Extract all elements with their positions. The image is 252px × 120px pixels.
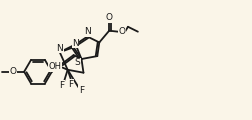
Text: F: F — [68, 80, 73, 89]
Text: N: N — [72, 39, 79, 48]
Text: OH: OH — [48, 62, 61, 71]
Text: O: O — [10, 67, 17, 76]
Text: N: N — [84, 27, 91, 36]
Text: F: F — [79, 86, 84, 95]
Text: O: O — [118, 27, 125, 36]
Text: F: F — [59, 81, 64, 90]
Text: O: O — [106, 13, 113, 22]
Text: N: N — [56, 44, 63, 53]
Text: S: S — [75, 58, 80, 67]
